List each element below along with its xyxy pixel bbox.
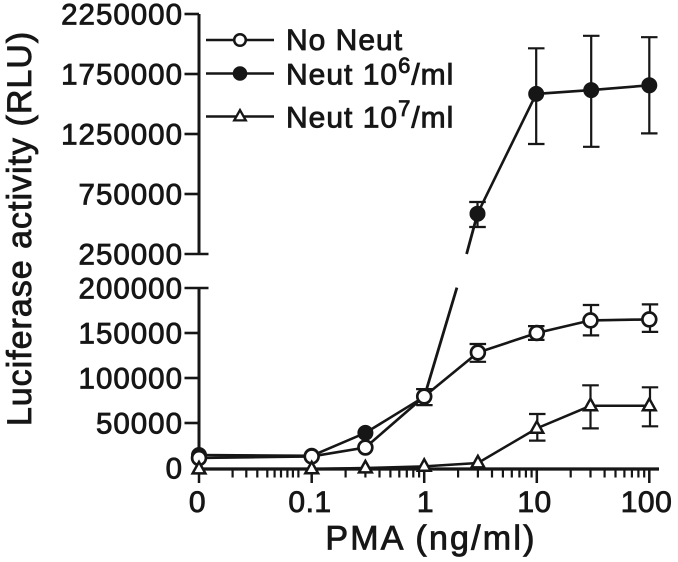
svg-text:10: 10 [517, 486, 551, 519]
svg-text:Luciferase activity (RLU): Luciferase activity (RLU) [1, 31, 39, 426]
svg-text:0: 0 [189, 486, 206, 519]
svg-text:0.1: 0.1 [288, 486, 331, 519]
svg-text:200000: 200000 [79, 272, 183, 305]
svg-text:0: 0 [166, 452, 183, 485]
svg-text:Neut 106/ml: Neut 106/ml [286, 53, 454, 92]
svg-text:No Neut: No Neut [286, 24, 403, 57]
svg-text:750000: 750000 [79, 178, 183, 211]
svg-text:250000: 250000 [79, 238, 183, 271]
svg-text:50000: 50000 [96, 407, 183, 440]
svg-text:100: 100 [621, 486, 673, 519]
svg-text:1250000: 1250000 [61, 118, 183, 151]
svg-text:Neut 107/ml: Neut 107/ml [286, 96, 454, 135]
svg-text:150000: 150000 [79, 317, 183, 350]
svg-text:1: 1 [417, 486, 434, 519]
svg-text:100000: 100000 [79, 362, 183, 395]
svg-text:2250000: 2250000 [61, 0, 183, 31]
svg-text:1750000: 1750000 [61, 58, 183, 91]
svg-text:PMA (ng/ml): PMA (ng/ml) [325, 520, 536, 558]
